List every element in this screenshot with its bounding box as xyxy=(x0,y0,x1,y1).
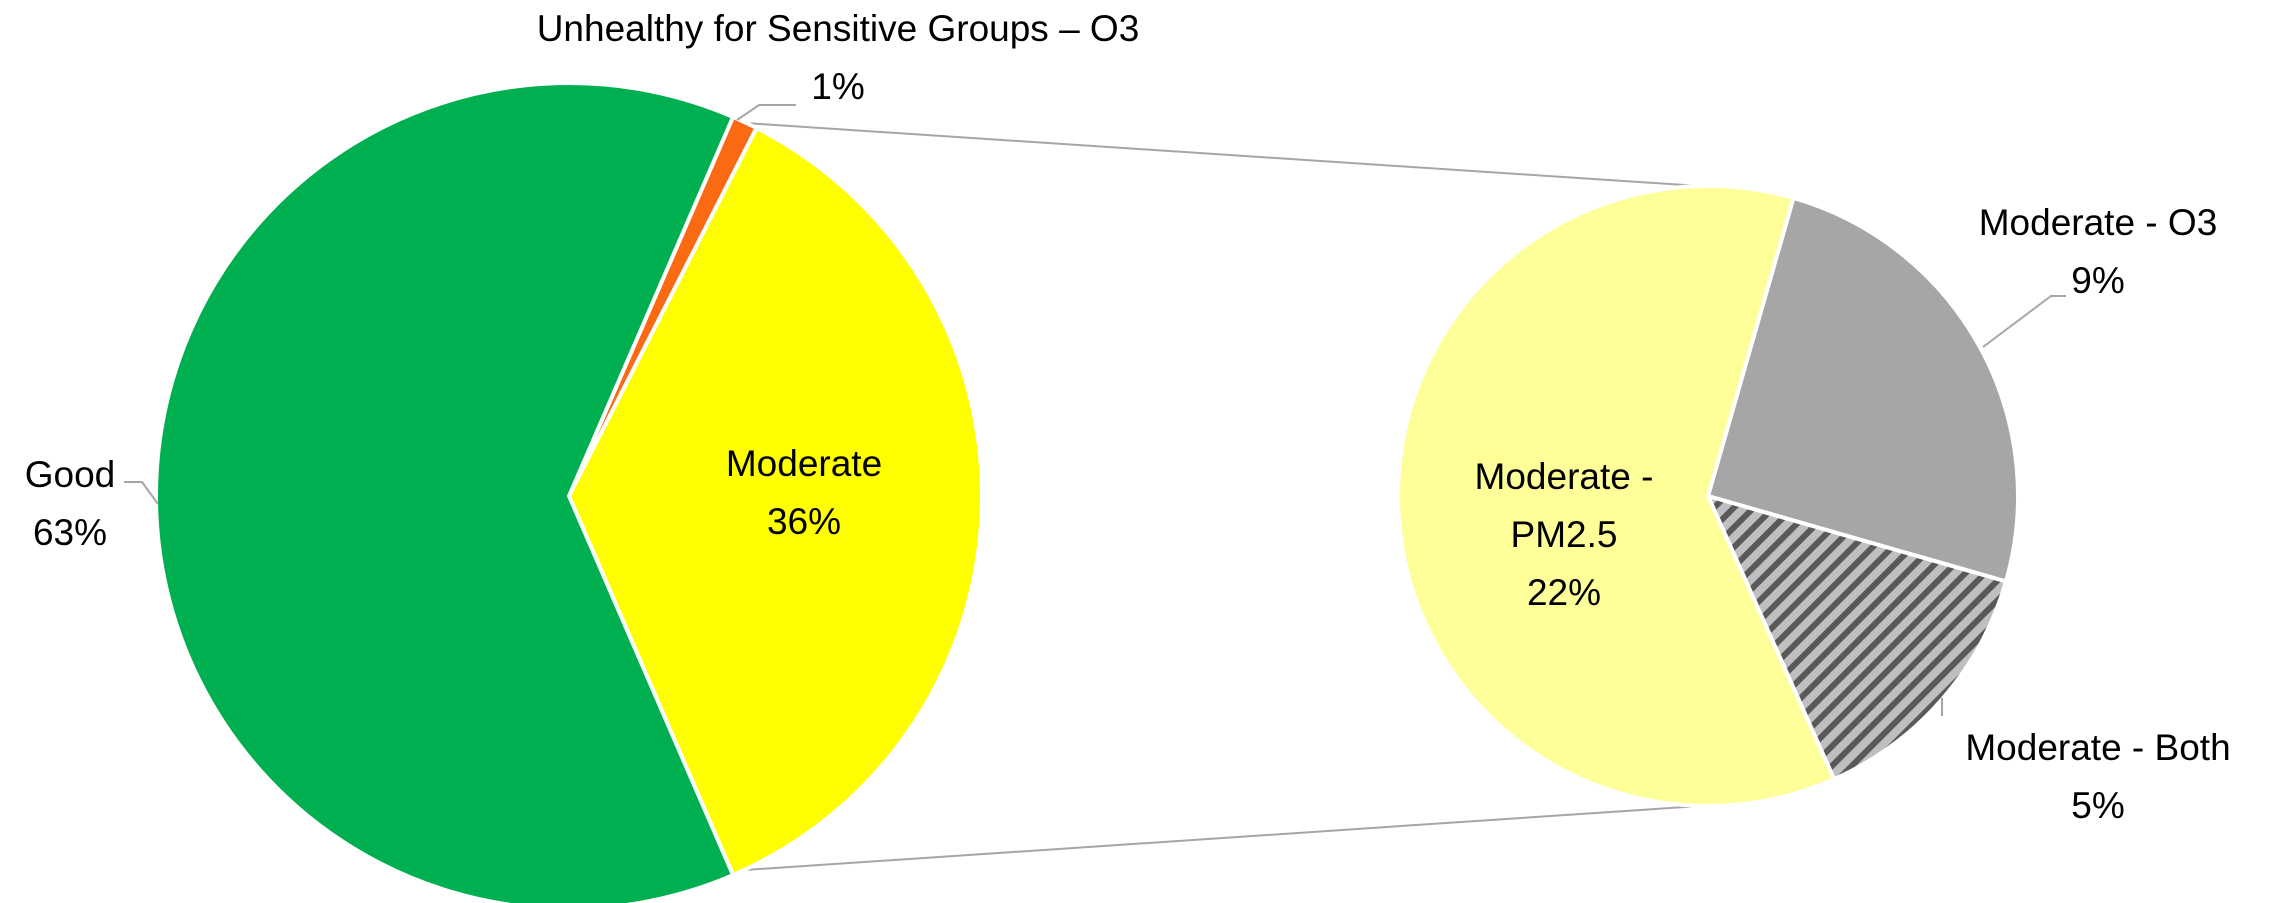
label-value: 22% xyxy=(1526,572,1602,613)
connector-line xyxy=(744,805,1701,871)
label-value: 9% xyxy=(2071,260,2125,301)
connector-line xyxy=(744,122,1701,187)
label-name: Moderate xyxy=(725,443,883,484)
label-name: Moderate - Both xyxy=(1965,727,2231,768)
pie-slice xyxy=(1706,196,2020,584)
leader-line xyxy=(1982,295,2066,348)
data-label: Moderate - PM2.5 22% xyxy=(1449,448,1679,622)
leader-line xyxy=(124,481,159,505)
pie-slice xyxy=(1396,184,1837,808)
label-name: Good xyxy=(24,454,116,495)
pie-slice xyxy=(154,81,736,903)
data-label: Unhealthy for Sensitive Groups – O3 1% xyxy=(537,0,1140,116)
label-value: 36% xyxy=(766,501,842,542)
connectors xyxy=(744,122,1701,871)
data-label: Moderate 36% xyxy=(726,435,882,551)
leader-lines xyxy=(124,104,2066,716)
label-value: 63% xyxy=(32,512,108,553)
label-name: Moderate - O3 xyxy=(1978,202,2218,243)
leader-line xyxy=(736,104,796,121)
data-label: Moderate - Both 5% xyxy=(1965,719,2230,835)
label-name: Moderate - PM2.5 xyxy=(1474,456,1654,555)
label-name: Unhealthy for Sensitive Groups – O3 xyxy=(536,8,1140,49)
pie-slice xyxy=(567,126,984,878)
data-label: Moderate - O3 9% xyxy=(1979,194,2218,310)
label-value: 5% xyxy=(2071,785,2125,826)
data-label: Good 63% xyxy=(25,446,116,562)
slices xyxy=(154,81,2020,903)
label-value: 1% xyxy=(811,66,865,107)
